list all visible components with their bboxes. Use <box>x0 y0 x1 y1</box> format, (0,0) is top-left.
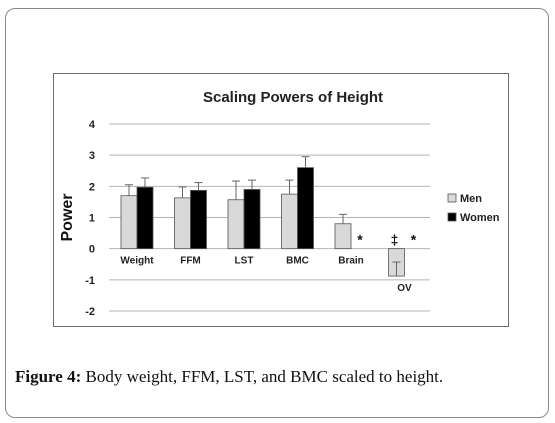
x-tick-label: BMC <box>286 256 309 267</box>
bar-men <box>334 223 352 250</box>
bar-men <box>281 193 298 250</box>
y-tick-label: -2 <box>85 306 95 318</box>
y-tick-label: 0 <box>89 244 95 256</box>
bar-men <box>120 195 138 250</box>
y-tick-label: 4 <box>89 119 96 131</box>
y-axis-label: Power <box>59 193 76 241</box>
significance-marker: ‡ <box>391 232 399 248</box>
legend-swatch-women <box>447 212 457 222</box>
caption-label: Figure 4: <box>15 367 82 386</box>
bar-women <box>190 189 207 250</box>
bar-men <box>227 199 245 250</box>
bar-women <box>243 189 261 250</box>
x-tick-label: FFM <box>180 256 201 267</box>
x-tick-label: Weight <box>120 256 154 267</box>
y-tick-label: 2 <box>89 181 95 193</box>
significance-marker: * <box>411 232 417 248</box>
chart-title: Scaling Powers of Height <box>203 89 383 106</box>
legend-label-men: Men <box>460 193 482 205</box>
figure-frame: Scaling Powers of Height 4 3 2 1 0 -1 -2 Power We… <box>5 8 549 418</box>
y-tick-label: -1 <box>85 275 95 287</box>
figure-caption: Figure 4: Body weight, FFM, LST, and BMC… <box>15 367 443 387</box>
y-tick-label: 1 <box>89 213 95 225</box>
x-tick-label: Brain <box>338 256 364 267</box>
significance-marker: * <box>357 232 363 248</box>
bar-women <box>136 186 154 250</box>
bar-chart: Scaling Powers of Height 4 3 2 1 0 -1 -2 Power We… <box>59 89 500 318</box>
x-tick-label: LST <box>235 256 254 267</box>
bar-women <box>297 167 314 250</box>
caption-text: Body weight, FFM, LST, and BMC scaled to… <box>81 367 444 386</box>
chart-area: Scaling Powers of Height 4 3 2 1 0 -1 -2 Power We… <box>53 73 509 327</box>
bar-men <box>174 197 191 250</box>
x-tick-label: OV <box>397 283 412 294</box>
y-tick-label: 3 <box>89 150 95 162</box>
legend-label-women: Women <box>460 212 500 224</box>
legend-swatch-men <box>447 193 457 203</box>
